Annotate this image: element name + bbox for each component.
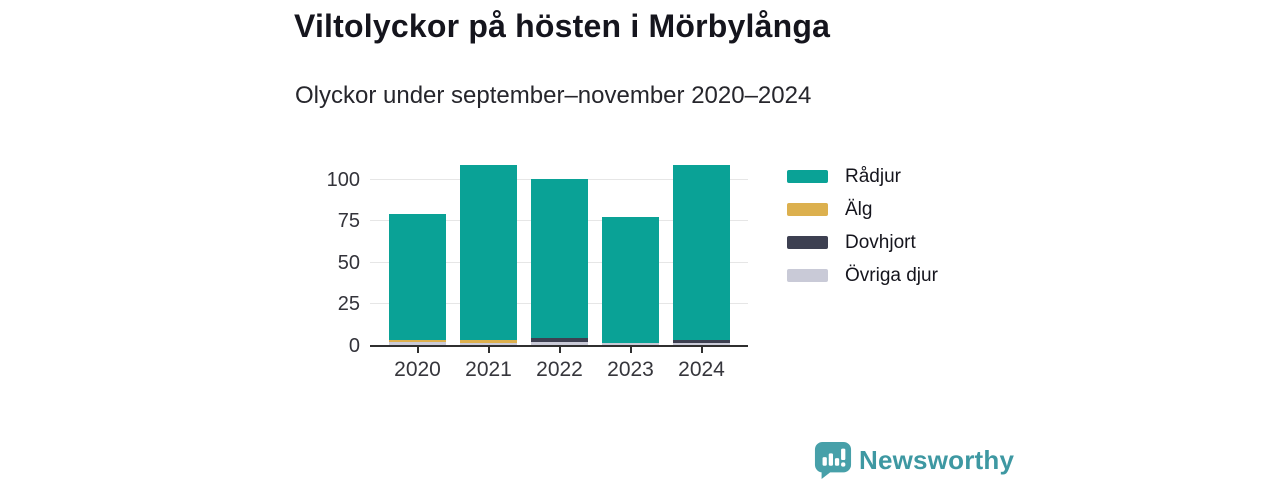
bar-segment-Rådjur [602, 216, 659, 344]
legend-item: Älg [787, 193, 938, 226]
bar-segment-Övriga djur [389, 341, 446, 345]
brand-logo: Newsworthy [814, 441, 1014, 479]
bar-segment-Övriga djur [531, 341, 588, 345]
bar-segment-Älg [460, 340, 517, 344]
legend-label: Rådjur [845, 165, 901, 187]
x-tick-mark [558, 346, 561, 353]
legend-swatch [787, 236, 828, 249]
x-tick-mark [487, 346, 490, 353]
y-tick-label: 100 [326, 168, 360, 191]
bar-2023 [602, 216, 659, 345]
bar-segment-Dovhjort [531, 338, 588, 342]
legend-swatch [787, 203, 828, 216]
bar-segment-Övriga djur [460, 343, 517, 345]
x-tick-label: 2020 [394, 358, 441, 381]
plot-area: 0 25 50 75 100 2020 2021 2022 2023 2024 [327, 158, 748, 381]
bar-segment-Övriga djur [602, 343, 659, 345]
x-tick-label: 2021 [465, 358, 512, 381]
y-tick-label: 25 [337, 293, 360, 316]
legend: Rådjur Älg Dovhjort Övriga djur [787, 160, 938, 292]
bar-segment-Rådjur [673, 165, 730, 341]
x-tick-label: 2023 [607, 358, 654, 381]
bar-2021 [460, 165, 517, 345]
legend-item: Dovhjort [787, 226, 938, 259]
bar-chart-speech-bubble-icon [814, 441, 852, 479]
legend-label: Älg [845, 198, 873, 220]
legend-swatch [787, 269, 828, 282]
bar-2022 [531, 178, 588, 345]
bar-segment-Älg [389, 340, 446, 342]
x-tick-label: 2024 [678, 358, 725, 381]
bar-segment-Rådjur [389, 213, 446, 341]
bar-2020 [389, 213, 446, 345]
x-tick-mark [700, 346, 703, 353]
bar-segment-Rådjur [531, 178, 588, 339]
chart-title: Viltolyckor på hösten i Mörbylånga [294, 8, 831, 44]
y-tick-label: 75 [337, 210, 360, 233]
x-tick-label: 2022 [536, 358, 583, 381]
chart-subtitle: Olyckor under september–november 2020–20… [295, 82, 812, 109]
y-tick-label: 0 [348, 335, 360, 357]
bar-segment-Övriga djur [673, 343, 730, 345]
legend-label: Övriga djur [845, 264, 938, 286]
x-tick-mark [629, 346, 632, 353]
legend-swatch [787, 170, 828, 183]
legend-item: Rådjur [787, 160, 938, 193]
legend-label: Dovhjort [845, 231, 916, 253]
x-tick-mark [416, 346, 419, 353]
bar-segment-Dovhjort [673, 340, 730, 344]
bar-2024 [673, 165, 730, 345]
brand-wordmark: Newsworthy [859, 444, 1015, 475]
legend-item: Övriga djur [787, 259, 938, 292]
bar-segment-Rådjur [460, 165, 517, 341]
y-tick-label: 50 [337, 251, 360, 274]
